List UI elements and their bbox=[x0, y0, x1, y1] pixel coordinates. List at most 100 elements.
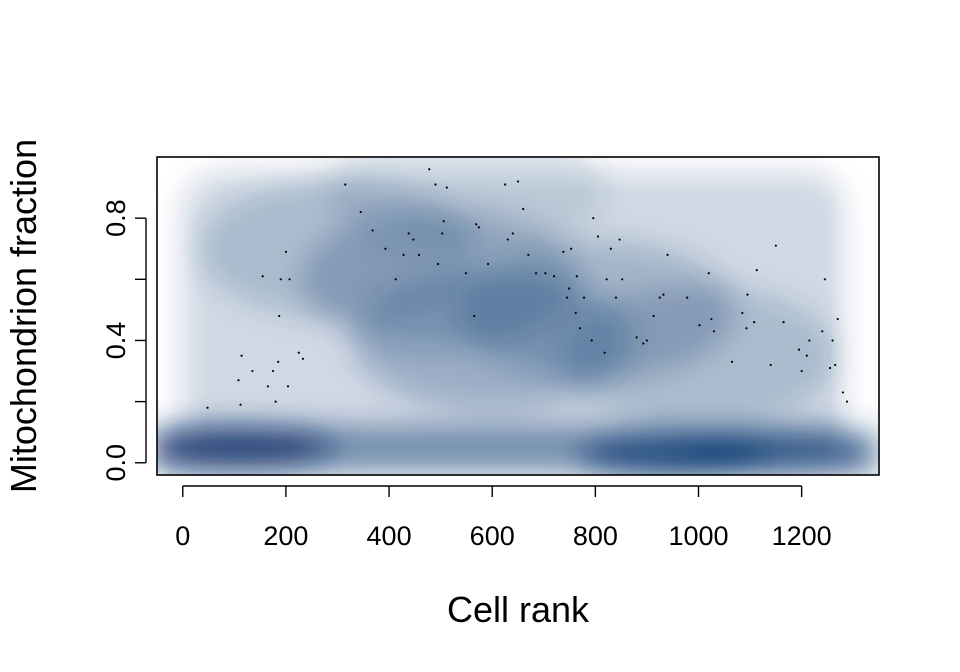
data-point bbox=[576, 275, 578, 277]
data-point bbox=[240, 355, 242, 357]
data-point bbox=[583, 297, 585, 299]
data-point bbox=[770, 364, 772, 366]
data-point bbox=[507, 238, 509, 240]
data-point bbox=[412, 238, 414, 240]
density-hotspot bbox=[145, 425, 335, 469]
data-point bbox=[277, 361, 279, 363]
data-point bbox=[302, 358, 304, 360]
data-point bbox=[610, 248, 612, 250]
density-layer bbox=[145, 118, 879, 479]
data-point bbox=[522, 208, 524, 210]
data-point bbox=[441, 232, 443, 234]
data-point bbox=[278, 315, 280, 317]
data-point bbox=[782, 321, 784, 323]
x-axis-title: Cell rank bbox=[447, 589, 590, 630]
data-point bbox=[446, 186, 448, 188]
data-point bbox=[535, 272, 537, 274]
data-point bbox=[487, 263, 489, 265]
x-tick-label: 800 bbox=[573, 521, 618, 551]
data-point bbox=[473, 315, 475, 317]
y-axis: 0.0 0.4 0.8 bbox=[101, 199, 146, 481]
data-point bbox=[579, 327, 581, 329]
data-point bbox=[206, 407, 208, 409]
data-point bbox=[662, 293, 664, 295]
data-point bbox=[821, 330, 823, 332]
data-point bbox=[597, 235, 599, 237]
data-point bbox=[408, 232, 410, 234]
data-point bbox=[618, 238, 620, 240]
data-point bbox=[280, 278, 282, 280]
data-point bbox=[443, 220, 445, 222]
data-point bbox=[659, 297, 661, 299]
data-point bbox=[801, 370, 803, 372]
data-point bbox=[465, 272, 467, 274]
x-axis: 020040060080010001200 bbox=[175, 486, 831, 551]
data-point bbox=[285, 251, 287, 253]
data-point bbox=[512, 232, 514, 234]
data-point bbox=[272, 370, 274, 372]
data-point bbox=[837, 318, 839, 320]
data-point bbox=[592, 217, 594, 219]
data-point bbox=[402, 254, 404, 256]
data-point bbox=[713, 330, 715, 332]
data-point bbox=[504, 183, 506, 185]
data-point bbox=[831, 339, 833, 341]
data-point bbox=[287, 385, 289, 387]
data-point bbox=[753, 321, 755, 323]
data-point bbox=[262, 275, 264, 277]
data-point bbox=[591, 339, 593, 341]
data-point bbox=[604, 352, 606, 354]
data-point bbox=[710, 318, 712, 320]
data-point bbox=[829, 367, 831, 369]
data-point bbox=[475, 223, 477, 225]
density-hotspot bbox=[681, 432, 871, 476]
y-tick-label: 0.4 bbox=[101, 322, 131, 360]
x-tick-label: 600 bbox=[470, 521, 515, 551]
data-point bbox=[834, 364, 836, 366]
x-tick-label: 200 bbox=[263, 521, 308, 551]
data-point bbox=[384, 248, 386, 250]
data-point bbox=[562, 251, 564, 253]
data-point bbox=[344, 183, 346, 185]
data-point bbox=[824, 278, 826, 280]
data-point bbox=[275, 401, 277, 403]
data-point bbox=[239, 404, 241, 406]
data-point bbox=[741, 312, 743, 314]
density-hotspot bbox=[326, 118, 606, 258]
y-tick-label: 0.0 bbox=[101, 444, 131, 482]
data-point bbox=[636, 336, 638, 338]
data-point bbox=[846, 401, 848, 403]
data-point bbox=[808, 339, 810, 341]
data-point bbox=[575, 312, 577, 314]
data-point bbox=[642, 342, 644, 344]
data-point bbox=[615, 297, 617, 299]
data-point bbox=[708, 272, 710, 274]
y-axis-title: Mitochondrion fraction bbox=[3, 139, 44, 493]
data-point bbox=[570, 248, 572, 250]
data-point bbox=[267, 385, 269, 387]
density-edge-fade bbox=[848, 157, 879, 426]
data-point bbox=[437, 263, 439, 265]
data-point bbox=[288, 278, 290, 280]
data-point bbox=[775, 245, 777, 247]
density-hotspot bbox=[559, 286, 839, 426]
data-point bbox=[686, 297, 688, 299]
data-point bbox=[568, 287, 570, 289]
x-tick-label: 1000 bbox=[668, 521, 728, 551]
data-point bbox=[237, 379, 239, 381]
y-tick-label: 0.8 bbox=[101, 199, 131, 237]
data-point bbox=[371, 229, 373, 231]
data-point bbox=[527, 254, 529, 256]
data-point bbox=[666, 254, 668, 256]
data-point bbox=[478, 226, 480, 228]
data-point bbox=[360, 211, 362, 213]
x-tick-label: 400 bbox=[367, 521, 412, 551]
data-point bbox=[418, 254, 420, 256]
data-point bbox=[606, 278, 608, 280]
x-tick-label: 0 bbox=[175, 521, 190, 551]
data-point bbox=[745, 327, 747, 329]
data-point bbox=[395, 278, 397, 280]
data-point bbox=[756, 269, 758, 271]
data-point bbox=[517, 180, 519, 182]
